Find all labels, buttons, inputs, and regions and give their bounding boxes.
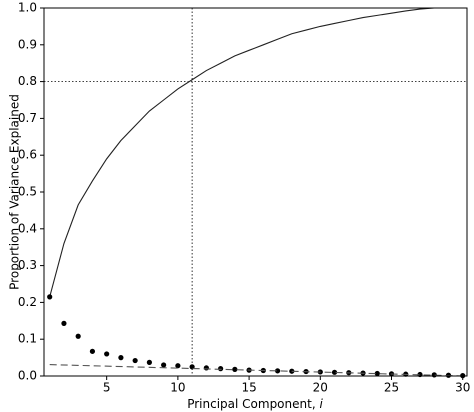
data-point xyxy=(232,366,238,372)
x-axis-label: Principal Component, i xyxy=(187,397,323,411)
y-tick-label: 0.8 xyxy=(18,74,37,88)
y-tick-label: 0.0 xyxy=(18,369,37,383)
y-tick-label: 0.5 xyxy=(18,185,37,199)
data-point xyxy=(161,362,167,368)
data-point xyxy=(175,363,181,369)
data-point xyxy=(374,370,380,377)
data-point xyxy=(203,365,209,371)
plot-frame xyxy=(43,7,468,377)
y-tick-label: 0.9 xyxy=(18,37,37,51)
y-axis-label: Proportion of Variance Explained xyxy=(8,94,22,290)
x-axis-label-symbol: i xyxy=(319,397,323,411)
x-tick-label: 30 xyxy=(455,381,470,395)
y-tick-label: 0.3 xyxy=(18,258,37,272)
cumulative-line xyxy=(49,7,463,298)
y-tick-label: 0.1 xyxy=(18,332,37,346)
data-point xyxy=(118,355,124,361)
data-point xyxy=(89,348,96,354)
x-tick-label: 25 xyxy=(384,381,399,395)
y-tick-label: 0.4 xyxy=(18,221,37,235)
x-tick-label: 5 xyxy=(103,381,111,395)
data-point xyxy=(218,366,224,372)
x-tick-label: 20 xyxy=(313,381,328,395)
data-point xyxy=(61,320,67,326)
dashed-line xyxy=(49,364,463,377)
data-point xyxy=(146,359,152,365)
x-axis-label-text: Principal Component, xyxy=(187,397,319,411)
data-point xyxy=(274,368,281,374)
data-point xyxy=(104,351,110,357)
data-point xyxy=(132,357,138,364)
y-tick-label: 1.0 xyxy=(18,1,37,15)
x-tick-label: 15 xyxy=(241,381,256,395)
y-tick-label: 0.6 xyxy=(18,148,37,162)
data-point xyxy=(75,333,81,339)
y-tick-label: 0.2 xyxy=(18,295,37,309)
x-tick-label: 10 xyxy=(170,381,185,395)
y-tick-label: 0.7 xyxy=(18,111,37,125)
data-point xyxy=(47,294,53,300)
data-point xyxy=(331,369,338,375)
